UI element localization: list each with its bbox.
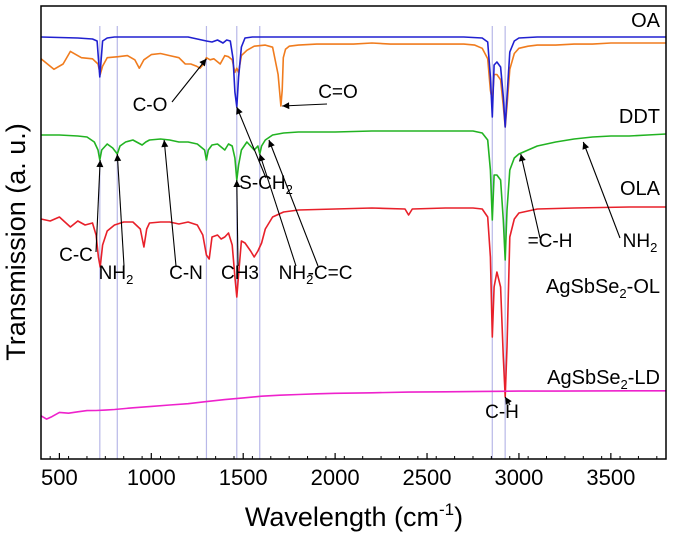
annotation-arrow [268, 139, 319, 267]
x-axis-label-sup: -1 [439, 500, 454, 519]
x-tick-label: 500 [41, 465, 78, 490]
annotation-arrowhead [236, 107, 243, 115]
annotation-label: NH2 [623, 231, 658, 255]
y-axis-label: Transmission (a. u.) [1, 123, 31, 361]
annotation-arrow [236, 179, 239, 267]
annotation-arrow [582, 141, 621, 239]
annotation-label: C=O [318, 82, 358, 103]
annotation-arrowhead [114, 154, 122, 162]
annotation-label: S-CH2 [239, 173, 293, 197]
annotation-arrow [259, 153, 297, 267]
x-tick-label: 3500 [586, 465, 635, 490]
annotation-label: C-O [133, 95, 168, 116]
annotation-arrowhead [233, 180, 241, 188]
series-labels: OA DDT OLA AgSbSe2-OL AgSbSe2-LD [546, 10, 661, 392]
annotation-arrowhead [268, 140, 275, 148]
plot-frame [40, 5, 667, 460]
annotation-arrow [163, 139, 177, 267]
x-axis-label-close: ) [454, 502, 463, 532]
x-axis-label-main: Wavelength (cm [245, 502, 439, 532]
x-tick-label: 3000 [494, 465, 543, 490]
annotation-label: NH2 [279, 263, 314, 287]
annotation-arrowhead [518, 154, 526, 162]
series-label-agsbse-ol: AgSbSe2-OL [546, 276, 660, 301]
x-tick-label: 2500 [403, 465, 452, 490]
annotation-arrowhead [199, 58, 207, 67]
annotation-arrow [95, 159, 101, 253]
annotation-label: C-H [485, 402, 519, 423]
annotation-label: =C-H [528, 231, 573, 252]
series-layer [40, 36, 667, 420]
annotation-label: C-N [169, 263, 203, 284]
annotation-arrow [282, 103, 328, 107]
annotation-label: NH2 [99, 263, 134, 287]
series-label-ddt: DDT [619, 106, 660, 128]
series-line-agsbse-ol [40, 206, 666, 398]
annotation-arrowhead [96, 160, 104, 168]
annotation-arrowhead [282, 102, 290, 110]
series-line-ddt [40, 36, 666, 128]
x-axis: 500 1000 1500 2000 2500 3000 3500 [41, 453, 658, 490]
annotation-arrow [520, 153, 541, 239]
annotation-arrow [171, 58, 207, 103]
series-label-oa: OA [631, 10, 661, 32]
x-tick-label: 1000 [127, 465, 176, 490]
series-line-agsbse-ld [40, 390, 666, 420]
annotation-arrow [116, 153, 125, 267]
annotation-arrowhead [161, 140, 169, 148]
series-label-ola: OLA [620, 178, 661, 200]
series-label-agsbse-ld: AgSbSe2-LD [547, 367, 660, 392]
x-tick-label: 2000 [311, 465, 360, 490]
series-line-ola [41, 130, 667, 261]
annotation-arrow [236, 106, 267, 179]
annotation-arrowhead [505, 397, 512, 405]
annotation-label: CH3 [221, 263, 259, 284]
annotation-arrowhead [258, 154, 266, 162]
x-tick-label: 1500 [219, 465, 268, 490]
annotation-label: C-C [59, 245, 93, 266]
x-axis-label: Wavelength (cm-1) [245, 500, 463, 532]
annotation-arrowhead [582, 142, 590, 150]
annotation-label: -C=C [308, 263, 353, 284]
